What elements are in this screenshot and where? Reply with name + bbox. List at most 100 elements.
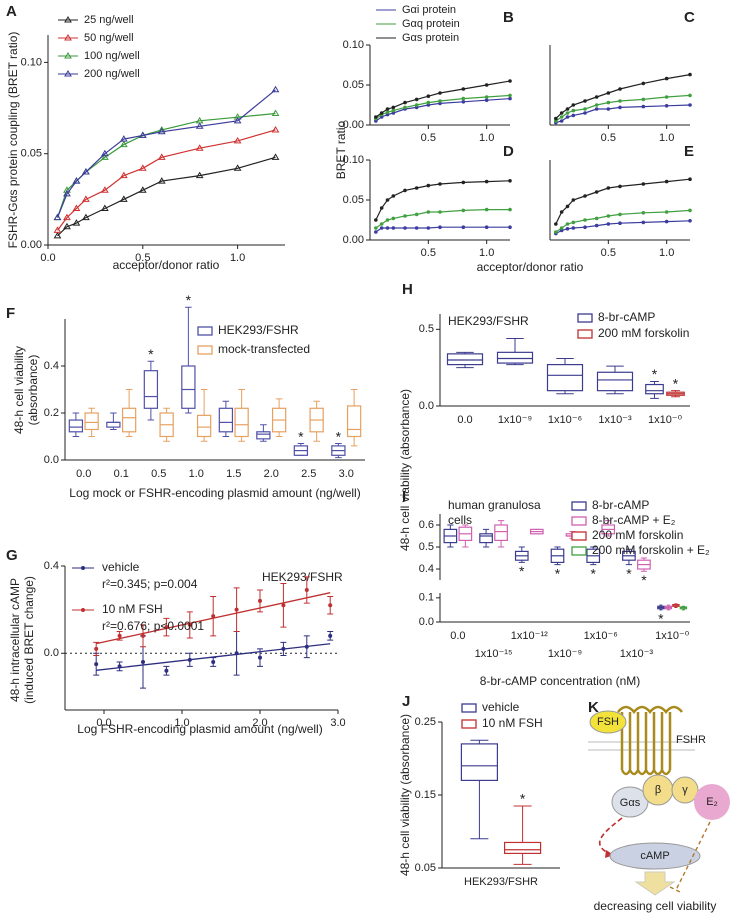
whisker <box>554 546 561 566</box>
marker <box>385 218 390 222</box>
y-tick-label: 0.10 <box>21 56 42 68</box>
marker <box>606 186 611 190</box>
panel-label: I <box>402 488 406 505</box>
marker <box>688 93 692 98</box>
series-line <box>56 112 276 218</box>
whisker <box>666 604 670 611</box>
marker <box>403 214 407 218</box>
box <box>181 365 196 409</box>
camp-shape <box>609 842 701 870</box>
legend-marker <box>64 70 72 77</box>
marker <box>641 104 646 109</box>
gamma-shape <box>671 776 699 804</box>
panel-label: G <box>6 547 18 564</box>
marker <box>234 651 239 656</box>
marker <box>426 94 431 98</box>
whisker <box>163 407 170 442</box>
marker <box>100 204 109 211</box>
legend-label: 8-br-cAMP + E₂ <box>592 513 676 527</box>
y-tick-label: 0.05 <box>415 862 436 874</box>
marker <box>508 179 512 183</box>
marker <box>233 164 242 171</box>
marker <box>72 177 81 184</box>
marker <box>138 186 147 193</box>
panel-label: C <box>684 9 695 26</box>
x-tick-label: 1x10⁻⁶ <box>548 414 582 426</box>
marker <box>304 588 309 592</box>
significance-star: * <box>519 563 525 579</box>
x-tick-label: 0.5 <box>135 252 150 264</box>
whisker <box>605 520 612 537</box>
whisker <box>313 400 320 442</box>
marker <box>391 108 396 113</box>
legend-swatch <box>577 329 593 339</box>
marker <box>63 222 71 230</box>
significance-star: * <box>590 565 596 581</box>
x-axis-label: Log mock or FSHR-encoding plasmid amount… <box>69 486 360 500</box>
marker <box>641 97 646 102</box>
legend-label: mock-transfected <box>218 342 310 356</box>
legend-swatch <box>577 313 593 323</box>
marker <box>508 207 512 212</box>
whisker <box>200 389 208 442</box>
legend-marker <box>81 608 85 612</box>
whisker <box>260 424 267 442</box>
marker <box>414 186 419 190</box>
marker <box>379 226 384 230</box>
series-line <box>555 220 691 235</box>
marker <box>258 598 262 603</box>
marker <box>594 190 599 194</box>
whisker <box>238 389 245 442</box>
marker <box>164 668 169 673</box>
marker <box>559 210 564 214</box>
marker <box>374 230 378 234</box>
marker <box>63 189 71 197</box>
e2-shape <box>694 784 730 820</box>
series-line <box>56 89 276 218</box>
y-tick-label: 0.0 <box>419 616 434 628</box>
block-arrow <box>634 871 676 896</box>
significance-star: * <box>641 572 647 588</box>
significance-star: * <box>673 375 679 391</box>
gamma-label: γ <box>682 784 688 796</box>
marker <box>594 103 599 107</box>
marker <box>391 105 396 110</box>
marker <box>403 226 407 230</box>
box <box>479 533 493 544</box>
marker <box>571 220 576 225</box>
marker <box>426 100 431 105</box>
fsh-label: FSH <box>597 716 619 728</box>
panel-label: F <box>6 305 15 322</box>
y-tick-label: 0.5 <box>419 323 434 335</box>
marker <box>379 206 384 210</box>
marker <box>571 198 576 202</box>
box <box>106 421 121 428</box>
marker <box>82 167 90 175</box>
x-tick-label: 1.0 <box>230 252 245 264</box>
marker <box>583 111 587 115</box>
marker <box>138 164 147 171</box>
legend-label: 200 mM forskolin + E₂ <box>592 543 710 557</box>
marker <box>53 213 62 221</box>
box <box>68 419 84 433</box>
x-tick-label: 1.5 <box>226 468 241 480</box>
x-tick-label: 0.0 <box>450 630 465 642</box>
y-tick-label: 0.5 <box>419 541 434 553</box>
marker <box>117 664 122 669</box>
y-tick-label: 0.00 <box>21 239 42 251</box>
y-tick-label: 0.25 <box>415 716 436 728</box>
marker <box>594 216 599 221</box>
marker <box>618 184 622 189</box>
x-tick-label: 0.0 <box>457 414 472 426</box>
marker <box>374 218 378 222</box>
y-tick-label: 0.2 <box>44 407 59 419</box>
box <box>645 383 664 395</box>
marker <box>141 660 145 664</box>
marker <box>559 119 564 123</box>
marker <box>374 226 378 230</box>
y-tick-label: 0.00 <box>343 234 364 246</box>
marker <box>508 225 512 229</box>
x-axis-label: 8-br-cAMP concentration (nM) <box>480 674 641 688</box>
marker <box>565 227 570 231</box>
marker <box>641 182 646 186</box>
